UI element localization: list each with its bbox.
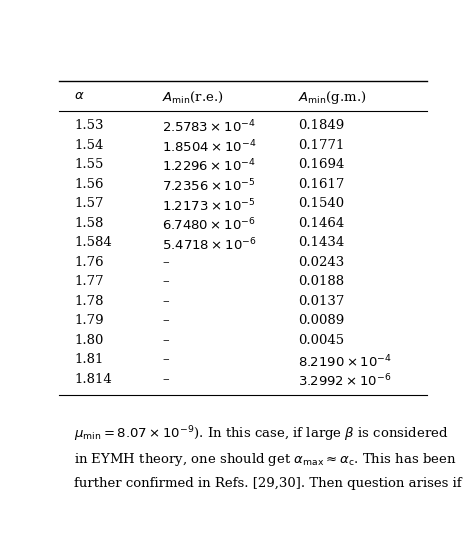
Text: 0.1771: 0.1771 <box>298 139 345 152</box>
Text: 1.80: 1.80 <box>74 334 103 347</box>
Text: –: – <box>162 295 169 308</box>
Text: –: – <box>162 256 169 269</box>
Text: 0.1540: 0.1540 <box>298 197 344 210</box>
Text: 1.76: 1.76 <box>74 256 103 269</box>
Text: $\alpha$: $\alpha$ <box>74 89 84 102</box>
Text: 1.79: 1.79 <box>74 314 103 327</box>
Text: 1.56: 1.56 <box>74 178 103 191</box>
Text: 0.1434: 0.1434 <box>298 236 344 249</box>
Text: 1.81: 1.81 <box>74 353 103 366</box>
Text: 0.1694: 0.1694 <box>298 158 345 171</box>
Text: 0.0089: 0.0089 <box>298 314 344 327</box>
Text: 1.58: 1.58 <box>74 217 103 230</box>
Text: $2.5783 \times 10^{-4}$: $2.5783 \times 10^{-4}$ <box>162 119 256 136</box>
Text: $1.8504 \times 10^{-4}$: $1.8504 \times 10^{-4}$ <box>162 139 256 155</box>
Text: 1.814: 1.814 <box>74 373 112 386</box>
Text: 0.0045: 0.0045 <box>298 334 344 347</box>
Text: –: – <box>162 314 169 327</box>
Text: 0.1617: 0.1617 <box>298 178 345 191</box>
Text: 0.1464: 0.1464 <box>298 217 344 230</box>
Text: 1.584: 1.584 <box>74 236 112 249</box>
Text: 0.0188: 0.0188 <box>298 276 344 288</box>
Text: 1.77: 1.77 <box>74 276 103 288</box>
Text: 1.53: 1.53 <box>74 119 103 132</box>
Text: 0.1849: 0.1849 <box>298 119 344 132</box>
Text: further confirmed in Refs. [29,30]. Then question arises if: further confirmed in Refs. [29,30]. Then… <box>74 477 462 490</box>
Text: 0.0137: 0.0137 <box>298 295 345 308</box>
Text: –: – <box>162 353 169 366</box>
Text: –: – <box>162 373 169 386</box>
Text: $A_{\rm min}$(r.e.): $A_{\rm min}$(r.e.) <box>162 89 224 105</box>
Text: –: – <box>162 334 169 347</box>
Text: $A_{\rm min}$(g.m.): $A_{\rm min}$(g.m.) <box>298 89 366 106</box>
Text: $5.4718 \times 10^{-6}$: $5.4718 \times 10^{-6}$ <box>162 236 257 253</box>
Text: 1.57: 1.57 <box>74 197 103 210</box>
Text: $6.7480 \times 10^{-6}$: $6.7480 \times 10^{-6}$ <box>162 217 256 233</box>
Text: $\mu_{\rm min} = 8.07 \times 10^{-9}$). In this case, if large $\beta$ is consid: $\mu_{\rm min} = 8.07 \times 10^{-9}$). … <box>74 425 448 444</box>
Text: $3.2992 \times 10^{-6}$: $3.2992 \times 10^{-6}$ <box>298 373 392 390</box>
Text: $1.2296 \times 10^{-4}$: $1.2296 \times 10^{-4}$ <box>162 158 256 175</box>
Text: $7.2356 \times 10^{-5}$: $7.2356 \times 10^{-5}$ <box>162 178 256 195</box>
Text: $1.2173 \times 10^{-5}$: $1.2173 \times 10^{-5}$ <box>162 197 256 214</box>
Text: 0.0243: 0.0243 <box>298 256 344 269</box>
Text: 1.78: 1.78 <box>74 295 103 308</box>
Text: –: – <box>162 276 169 288</box>
Text: in EYMH theory, one should get $\alpha_{\rm max} \approx \alpha_{\rm c}$. This h: in EYMH theory, one should get $\alpha_{… <box>74 451 456 468</box>
Text: $8.2190 \times 10^{-4}$: $8.2190 \times 10^{-4}$ <box>298 353 392 370</box>
Text: 1.55: 1.55 <box>74 158 103 171</box>
Text: 1.54: 1.54 <box>74 139 103 152</box>
